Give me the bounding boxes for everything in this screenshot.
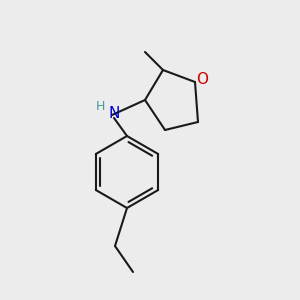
Text: N: N — [108, 106, 120, 121]
Text: O: O — [196, 71, 208, 86]
Text: H: H — [95, 100, 105, 113]
